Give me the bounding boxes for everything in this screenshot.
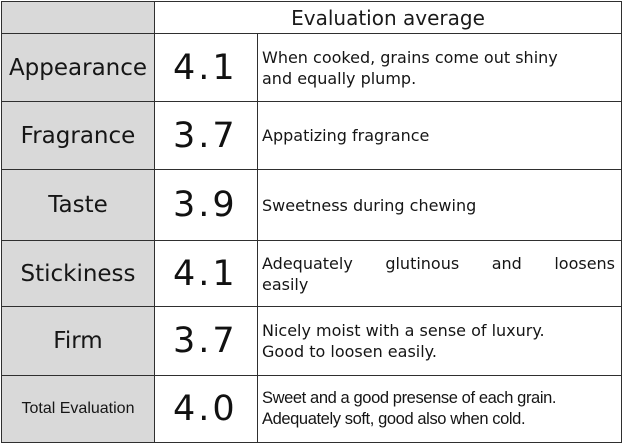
table-row: Appearance 4.1 When cooked, grains come … [1, 33, 622, 102]
row-score: 3.7 [154, 101, 258, 170]
row-label: Taste [1, 169, 155, 241]
row-score: 4.1 [154, 240, 258, 307]
row-description: Sweet and a good presense of each grain.… [256, 375, 622, 443]
description-line: Nicely moist with a sense of luxury. [262, 321, 545, 340]
table-row: Fragrance 3.7 Appatizing fragrance [1, 101, 622, 170]
row-description: When cooked, grains come out shiny and e… [256, 33, 622, 102]
row-score: 4.0 [154, 375, 258, 443]
row-description: Appatizing fragrance [256, 101, 622, 170]
description-line: When cooked, grains come out shiny [262, 47, 558, 67]
table-row: Firm 3.7 Nicely moist with a sense of lu… [1, 306, 622, 376]
row-description: Sweetness during chewing [256, 169, 622, 241]
description-line: Adequately glutinous and loosens [262, 253, 616, 273]
header-blank-cell [1, 1, 155, 34]
description-line: Good to loosen easily. [262, 342, 437, 361]
table-row: Total Evaluation 4.0 Sweet and a good pr… [1, 375, 622, 443]
row-score: 3.7 [154, 306, 258, 376]
row-label: Appearance [1, 33, 155, 102]
row-label: Fragrance [1, 101, 155, 170]
description-line: Appatizing fragrance [262, 126, 430, 145]
description-line: and equally plump. [262, 68, 417, 88]
row-score: 3.9 [154, 169, 258, 241]
description-line: Adequately soft, good also when cold. [262, 410, 526, 428]
header-row: Evaluation average [1, 1, 622, 34]
table-row: Taste 3.9 Sweetness during chewing [1, 169, 622, 241]
evaluation-average-header: Evaluation average [153, 1, 622, 34]
row-score: 4.1 [154, 33, 258, 102]
description-line: Sweet and a good presense of each grain. [262, 389, 557, 407]
row-description: Nicely moist with a sense of luxury. Goo… [256, 306, 622, 376]
row-label: Total Evaluation [1, 375, 155, 443]
row-label: Firm [1, 306, 155, 376]
row-label: Stickiness [1, 240, 155, 307]
description-line: easily [262, 274, 309, 294]
row-description: Adequately glutinous and loosens easily [256, 240, 622, 307]
description-line: Sweetness during chewing [262, 195, 477, 215]
table-row: Stickiness 4.1 Adequately glutinous and … [1, 240, 622, 307]
